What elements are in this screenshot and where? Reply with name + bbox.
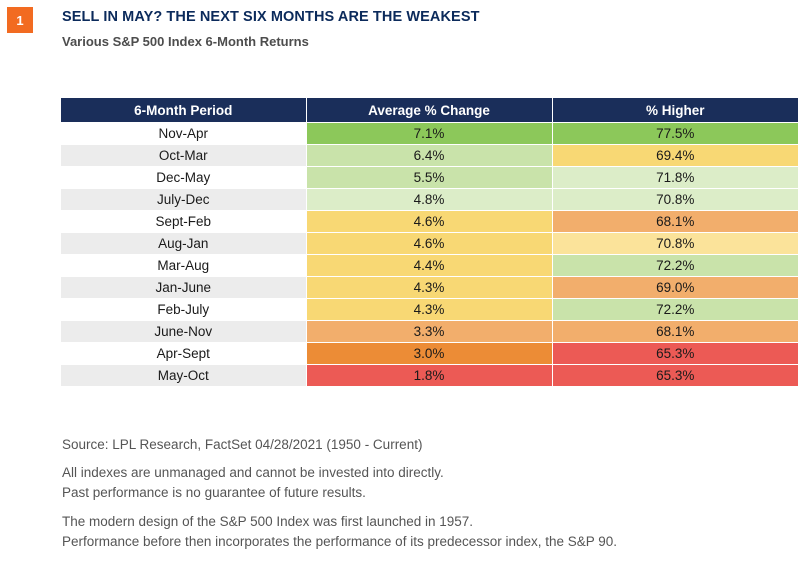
period-cell: Mar-Aug [61, 254, 306, 277]
disclaimer-line-2: Past performance is no guarantee of futu… [62, 485, 366, 500]
period-cell: Aug-Jan [61, 232, 306, 255]
chart-subtitle: Various S&P 500 Index 6-Month Returns [62, 34, 309, 49]
column-header-average-change: Average % Change [305, 98, 552, 123]
table-row: July-Dec 4.8% 70.8% [61, 188, 798, 211]
history-note-line-1: The modern design of the S&P 500 Index w… [62, 514, 474, 529]
average-change-cell: 4.6% [305, 210, 552, 233]
pct-higher-cell: 71.8% [551, 166, 798, 189]
table-row: Oct-Mar 6.4% 69.4% [61, 144, 798, 167]
average-change-cell: 4.3% [305, 298, 552, 321]
pct-higher-cell: 65.3% [551, 342, 798, 365]
period-cell: Oct-Mar [61, 144, 306, 167]
period-cell: May-Oct [61, 364, 306, 386]
table-row: Jan-June 4.3% 69.0% [61, 276, 798, 299]
table-row: Feb-July 4.3% 72.2% [61, 298, 798, 321]
table-row: Mar-Aug 4.4% 72.2% [61, 254, 798, 277]
pct-higher-cell: 72.2% [551, 254, 798, 277]
column-header-pct-higher: % Higher [551, 98, 798, 123]
average-change-cell: 5.5% [305, 166, 552, 189]
figure-number-badge: 1 [7, 7, 33, 33]
chart-title: SELL IN MAY? THE NEXT SIX MONTHS ARE THE… [62, 9, 480, 25]
average-change-cell: 3.0% [305, 342, 552, 365]
average-change-cell: 4.3% [305, 276, 552, 299]
average-change-cell: 4.4% [305, 254, 552, 277]
period-cell: July-Dec [61, 188, 306, 211]
table-row: Sept-Feb 4.6% 68.1% [61, 210, 798, 233]
pct-higher-cell: 68.1% [551, 210, 798, 233]
average-change-cell: 4.8% [305, 188, 552, 211]
returns-table: 6-Month Period Average % Change % Higher… [61, 98, 798, 386]
period-cell: Dec-May [61, 166, 306, 189]
pct-higher-cell: 69.0% [551, 276, 798, 299]
table-row: Dec-May 5.5% 71.8% [61, 166, 798, 189]
period-cell: June-Nov [61, 320, 306, 343]
source-note: Source: LPL Research, FactSet 04/28/2021… [62, 437, 423, 452]
column-header-period: 6-Month Period [61, 98, 306, 123]
pct-higher-cell: 72.2% [551, 298, 798, 321]
table-row: Nov-Apr 7.1% 77.5% [61, 122, 798, 145]
pct-higher-cell: 68.1% [551, 320, 798, 343]
pct-higher-cell: 77.5% [551, 122, 798, 145]
pct-higher-cell: 69.4% [551, 144, 798, 167]
pct-higher-cell: 70.8% [551, 188, 798, 211]
period-cell: Nov-Apr [61, 122, 306, 145]
table-row: June-Nov 3.3% 68.1% [61, 320, 798, 343]
pct-higher-cell: 70.8% [551, 232, 798, 255]
history-note-line-2: Performance before then incorporates the… [62, 534, 618, 549]
table-header-row: 6-Month Period Average % Change % Higher [61, 98, 798, 123]
period-cell: Apr-Sept [61, 342, 306, 365]
average-change-cell: 6.4% [305, 144, 552, 167]
disclaimer-line-1: All indexes are unmanaged and cannot be … [62, 465, 444, 480]
average-change-cell: 1.8% [305, 364, 552, 386]
average-change-cell: 7.1% [305, 122, 552, 145]
period-cell: Feb-July [61, 298, 306, 321]
table-body: Nov-Apr 7.1% 77.5% Oct-Mar 6.4% 69.4% Dec-May 5… [61, 122, 798, 386]
table-row: Apr-Sept 3.0% 65.3% [61, 342, 798, 365]
average-change-cell: 3.3% [305, 320, 552, 343]
period-cell: Sept-Feb [61, 210, 306, 233]
period-cell: Jan-June [61, 276, 306, 299]
table-row: Aug-Jan 4.6% 70.8% [61, 232, 798, 255]
average-change-cell: 4.6% [305, 232, 552, 255]
table-row: May-Oct 1.8% 65.3% [61, 364, 798, 386]
pct-higher-cell: 65.3% [551, 364, 798, 386]
